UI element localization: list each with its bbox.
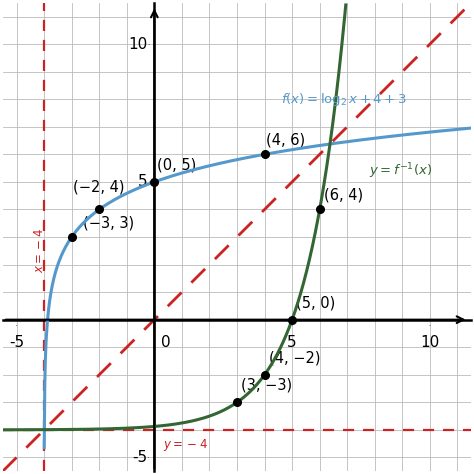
- Text: (6, 4): (6, 4): [324, 188, 363, 202]
- Text: (−3, 3): (−3, 3): [82, 215, 134, 230]
- Text: 10: 10: [128, 36, 147, 52]
- Text: $y = -4$: $y = -4$: [163, 437, 208, 453]
- Text: $x = -4$: $x = -4$: [34, 228, 46, 273]
- Text: (0, 5): (0, 5): [157, 157, 196, 172]
- Text: (−2, 4): (−2, 4): [73, 179, 125, 194]
- Text: (4, −2): (4, −2): [269, 350, 320, 365]
- Text: $y = f^{-1}(x)$: $y = f^{-1}(x)$: [369, 161, 432, 181]
- Text: 10: 10: [420, 335, 439, 350]
- Text: 5: 5: [287, 335, 297, 350]
- Text: -5: -5: [132, 450, 147, 465]
- Text: (5, 0): (5, 0): [296, 295, 336, 310]
- Text: 0: 0: [161, 335, 171, 350]
- Text: 5: 5: [138, 174, 147, 190]
- Text: -5: -5: [9, 335, 24, 350]
- Text: $f(x) = \log_2 x + 4 + 3$: $f(x) = \log_2 x + 4 + 3$: [281, 91, 407, 108]
- Text: (4, 6): (4, 6): [266, 132, 305, 147]
- Text: (3, −3): (3, −3): [241, 378, 292, 392]
